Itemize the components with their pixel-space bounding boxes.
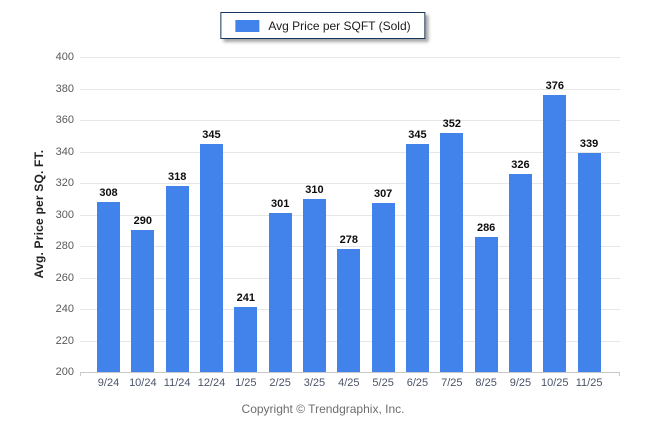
bar-8/25[interactable] bbox=[474, 236, 498, 372]
x-tick-label: 11/24 bbox=[163, 377, 191, 389]
bar-value-label: 310 bbox=[305, 183, 324, 196]
x-tick-label: 2/25 bbox=[269, 377, 291, 389]
x-tick-label: 6/25 bbox=[406, 377, 429, 389]
bar-value-label: 278 bbox=[339, 234, 358, 247]
bar-2/25[interactable] bbox=[268, 212, 292, 372]
x-tick-label: 11/25 bbox=[575, 377, 603, 389]
x-tick-label: 1/25 bbox=[235, 377, 257, 389]
y-tick-label: 220 bbox=[55, 334, 74, 347]
gridline bbox=[80, 120, 620, 121]
x-tick-label: 9/25 bbox=[509, 377, 532, 389]
gridline bbox=[80, 214, 620, 216]
bar-value-label: 308 bbox=[99, 186, 118, 199]
bar-6/25[interactable] bbox=[405, 143, 429, 372]
axis-tick bbox=[619, 372, 620, 376]
bar-value-label: 318 bbox=[167, 171, 187, 184]
x-axis-line bbox=[80, 372, 620, 373]
gridline bbox=[80, 183, 620, 184]
gridline bbox=[80, 57, 620, 58]
y-tick-label: 300 bbox=[55, 208, 74, 221]
y-tick-label: 380 bbox=[55, 82, 74, 95]
x-tick-label: 10/25 bbox=[541, 377, 569, 389]
bar-value-label: 339 bbox=[579, 138, 599, 151]
x-tick-label: 10/24 bbox=[129, 377, 157, 389]
legend-label: Avg Price per SQFT (Sold) bbox=[268, 18, 411, 33]
gridline bbox=[80, 246, 620, 247]
bar-value-label: 286 bbox=[476, 221, 496, 234]
x-tick-label: 4/25 bbox=[338, 377, 360, 389]
y-tick-label: 280 bbox=[55, 240, 74, 252]
bar-1/25[interactable] bbox=[234, 307, 258, 372]
bar-value-label: 301 bbox=[270, 197, 290, 210]
bar-value-label: 352 bbox=[442, 117, 461, 130]
x-tick-label: 12/24 bbox=[197, 377, 226, 389]
bar-7/25[interactable] bbox=[440, 132, 464, 372]
copyright-text: Copyright © Trendgraphix, Inc. bbox=[241, 402, 405, 416]
bar-3/25[interactable] bbox=[302, 198, 326, 372]
bar-value-label: 290 bbox=[133, 215, 153, 228]
plot-area: 400 380 360 340 320 300 280 260 240 220 200 308 9/24… bbox=[56, 51, 620, 389]
bar-value-label: 326 bbox=[511, 158, 530, 171]
bar-9/24[interactable] bbox=[97, 201, 120, 372]
bar-9/25[interactable] bbox=[508, 173, 532, 372]
bar-10/25[interactable] bbox=[543, 94, 567, 372]
gridline bbox=[80, 151, 620, 153]
bar-4/25[interactable] bbox=[337, 249, 361, 372]
bar-value-label: 345 bbox=[408, 128, 427, 141]
bar-11/24[interactable] bbox=[165, 186, 189, 372]
legend-swatch-icon bbox=[235, 19, 260, 32]
bar-12/24[interactable] bbox=[199, 143, 223, 372]
x-tick-label: 7/25 bbox=[441, 377, 463, 389]
y-tick-label: 360 bbox=[55, 114, 74, 126]
bar-5/25[interactable] bbox=[371, 203, 395, 372]
x-tick-label: 3/25 bbox=[303, 377, 326, 389]
bar-value-label: 376 bbox=[545, 79, 564, 92]
y-tick-label: 400 bbox=[55, 51, 74, 63]
y-tick-label: 200 bbox=[55, 366, 74, 378]
bar-value-label: 241 bbox=[236, 292, 255, 305]
gridline bbox=[80, 88, 620, 90]
y-tick-label: 320 bbox=[55, 177, 74, 189]
chart-legend: Avg Price per SQFT (Sold) bbox=[220, 12, 426, 39]
y-tick-label: 340 bbox=[55, 145, 74, 158]
x-tick-label: 9/24 bbox=[97, 377, 120, 389]
axis-tick bbox=[80, 372, 81, 376]
bar-10/24[interactable] bbox=[131, 230, 155, 372]
bar-value-label: 307 bbox=[373, 188, 393, 201]
bar-value-label: 345 bbox=[202, 128, 221, 141]
y-tick-label: 240 bbox=[55, 303, 74, 315]
y-tick-label: 260 bbox=[55, 271, 74, 284]
bar-11/25[interactable] bbox=[577, 153, 601, 372]
x-tick-label: 5/25 bbox=[372, 377, 394, 389]
x-tick-label: 8/25 bbox=[475, 377, 497, 389]
